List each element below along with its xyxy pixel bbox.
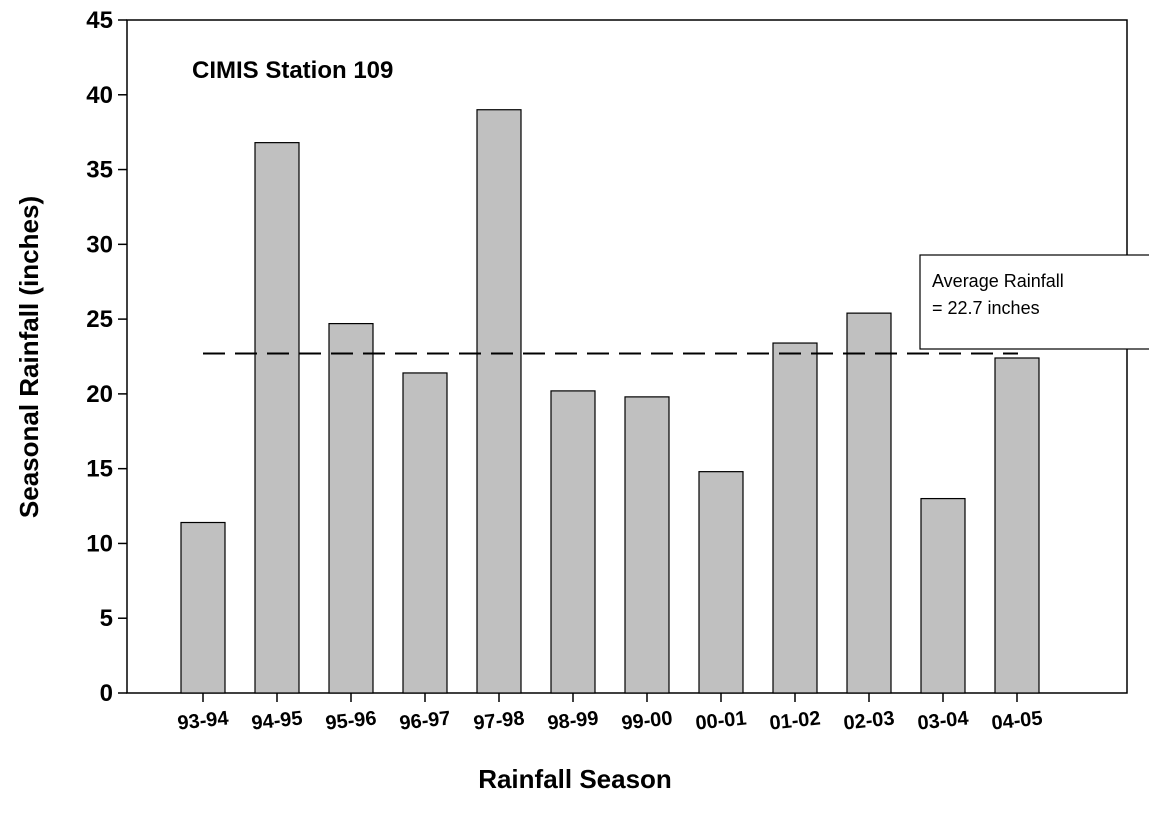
bar <box>846 312 892 694</box>
y-tick-label: 30 <box>86 231 113 258</box>
x-tick-label: 01-02 <box>768 707 821 734</box>
average-callout-box <box>919 254 1149 350</box>
average-callout-line-2: = 22.7 inches <box>932 298 1040 318</box>
y-tick-label: 15 <box>86 456 113 483</box>
average-callout-line-1: Average Rainfall <box>932 271 1064 291</box>
bar <box>254 142 300 694</box>
x-tick-label: 93-94 <box>176 707 230 734</box>
bar <box>476 109 522 694</box>
y-tick-label: 20 <box>86 381 113 408</box>
bar <box>920 497 966 694</box>
bar <box>698 471 744 694</box>
y-tick-label: 0 <box>100 680 113 707</box>
average-callout: Average Rainfall = 22.7 inches <box>919 254 1149 350</box>
x-axis-title: Rainfall Season <box>478 764 672 794</box>
y-tick-label: 45 <box>86 7 113 34</box>
y-tick-label: 10 <box>86 530 113 557</box>
station-annotation: CIMIS Station 109 <box>192 57 393 84</box>
bar <box>994 357 1040 694</box>
y-axis-title: Seasonal Rainfall (inches) <box>14 196 44 518</box>
x-tick-label: 04-05 <box>990 707 1043 734</box>
y-axis: 0 5 10 15 20 25 30 35 40 45 <box>86 7 127 707</box>
x-axis: 93-94 94-95 95-96 96-97 97-98 98-99 99-00 00-01… <box>176 693 1044 735</box>
x-tick-label: 95-96 <box>324 707 377 734</box>
bar-series <box>180 109 1040 694</box>
y-tick-label: 5 <box>100 605 113 632</box>
x-tick-label: 98-99 <box>546 707 599 734</box>
y-tick-label: 25 <box>86 306 113 333</box>
x-tick-label: 00-01 <box>694 707 747 734</box>
x-tick-label: 97-98 <box>472 707 525 734</box>
x-tick-label: 94-95 <box>250 707 303 734</box>
x-tick-label: 96-97 <box>398 707 451 734</box>
bar <box>180 521 226 694</box>
bar <box>624 396 670 694</box>
bar <box>772 342 818 694</box>
x-tick-label: 03-04 <box>916 707 970 734</box>
x-tick-label: 99-00 <box>620 707 673 734</box>
bar <box>402 372 448 694</box>
bar <box>328 322 374 694</box>
x-tick-label: 02-03 <box>842 707 895 734</box>
bar <box>550 390 596 694</box>
y-tick-label: 35 <box>86 157 113 184</box>
y-tick-label: 40 <box>86 82 113 109</box>
